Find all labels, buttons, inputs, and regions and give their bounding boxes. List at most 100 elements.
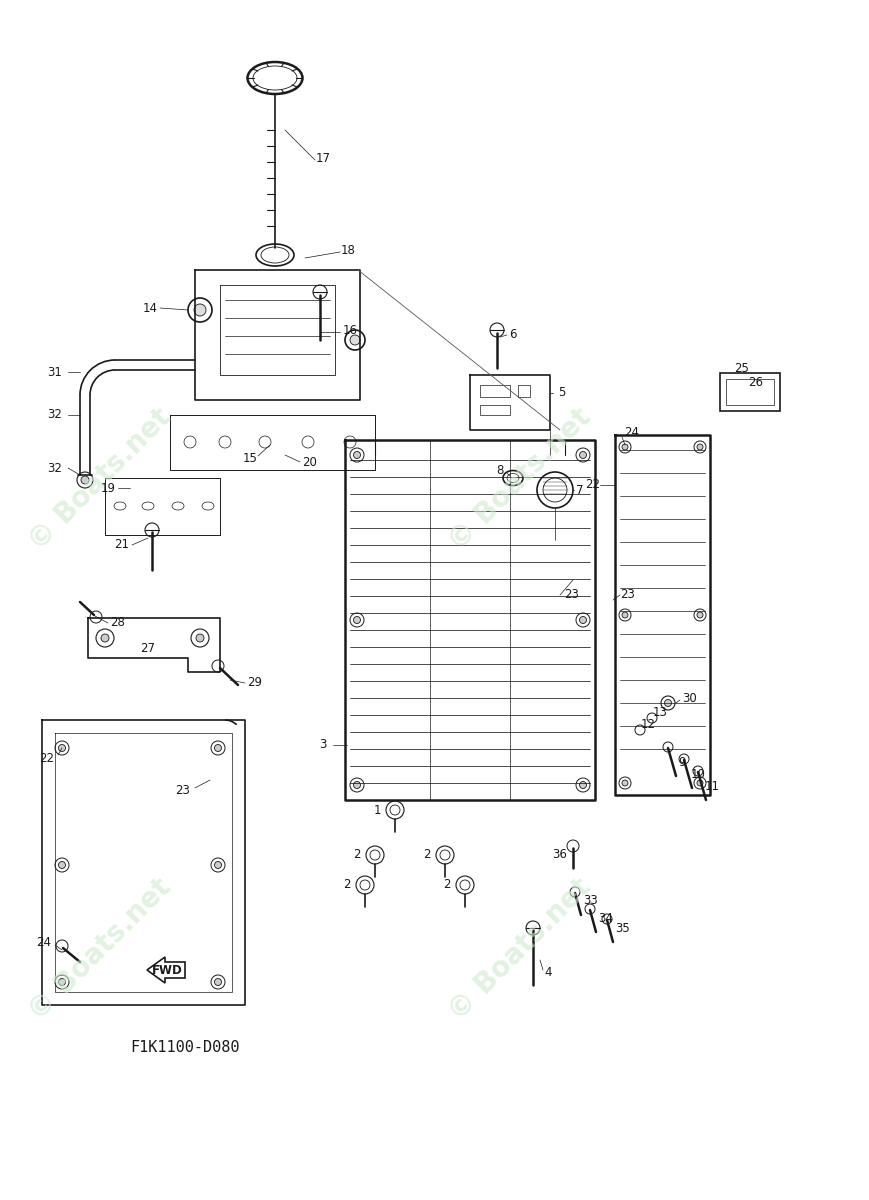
- Text: 29: 29: [248, 677, 262, 690]
- Circle shape: [184, 436, 196, 448]
- Ellipse shape: [142, 502, 154, 510]
- Text: 1: 1: [374, 804, 381, 816]
- Circle shape: [386, 802, 404, 818]
- Text: 9: 9: [678, 756, 686, 768]
- Text: © Boats.net: © Boats.net: [443, 874, 597, 1026]
- Circle shape: [354, 451, 361, 458]
- Circle shape: [694, 440, 706, 452]
- Text: 24: 24: [625, 426, 640, 439]
- Circle shape: [694, 778, 706, 790]
- Bar: [480, 385, 510, 397]
- Text: 28: 28: [110, 617, 125, 630]
- Circle shape: [537, 472, 573, 508]
- Circle shape: [647, 713, 657, 722]
- Circle shape: [456, 876, 474, 894]
- Text: 14: 14: [143, 301, 157, 314]
- Text: 2: 2: [354, 848, 361, 862]
- Text: © Boats.net: © Boats.net: [23, 874, 176, 1026]
- Text: 24: 24: [36, 936, 51, 949]
- Circle shape: [211, 974, 225, 989]
- Bar: [726, 379, 774, 404]
- Text: 36: 36: [553, 848, 567, 862]
- Circle shape: [602, 914, 612, 924]
- Circle shape: [344, 436, 356, 448]
- Circle shape: [436, 846, 454, 864]
- Text: 17: 17: [315, 151, 330, 164]
- Circle shape: [585, 904, 595, 914]
- Text: © Boats.net: © Boats.net: [23, 403, 176, 557]
- Circle shape: [543, 478, 567, 502]
- Text: 11: 11: [705, 780, 720, 792]
- Ellipse shape: [248, 62, 302, 94]
- Bar: [480, 404, 510, 415]
- Bar: [720, 373, 780, 410]
- Text: 35: 35: [615, 922, 630, 935]
- Ellipse shape: [261, 247, 289, 263]
- Text: 2: 2: [443, 878, 451, 892]
- Text: 27: 27: [141, 642, 156, 654]
- Circle shape: [354, 617, 361, 624]
- Text: 2: 2: [343, 878, 351, 892]
- Text: 25: 25: [734, 361, 749, 374]
- Circle shape: [81, 476, 89, 484]
- Circle shape: [215, 862, 222, 869]
- Ellipse shape: [507, 474, 519, 482]
- Text: 23: 23: [565, 588, 580, 601]
- Text: 20: 20: [302, 456, 317, 468]
- Bar: [518, 385, 530, 397]
- Circle shape: [58, 978, 65, 985]
- Circle shape: [697, 780, 703, 786]
- Circle shape: [526, 922, 540, 935]
- Circle shape: [211, 740, 225, 755]
- Circle shape: [694, 608, 706, 622]
- Circle shape: [354, 781, 361, 788]
- Circle shape: [693, 766, 703, 776]
- Circle shape: [619, 608, 631, 622]
- Circle shape: [77, 472, 93, 488]
- Circle shape: [360, 880, 370, 890]
- Text: 6: 6: [509, 329, 517, 342]
- Circle shape: [356, 876, 374, 894]
- Circle shape: [576, 448, 590, 462]
- Circle shape: [101, 634, 109, 642]
- Text: 5: 5: [558, 386, 566, 400]
- Circle shape: [663, 742, 673, 752]
- Text: 30: 30: [683, 691, 698, 704]
- Circle shape: [567, 840, 579, 852]
- Circle shape: [440, 850, 450, 860]
- Ellipse shape: [256, 244, 294, 266]
- Circle shape: [460, 880, 470, 890]
- Circle shape: [366, 846, 384, 864]
- Text: 22: 22: [39, 751, 55, 764]
- Circle shape: [56, 940, 68, 952]
- Circle shape: [211, 858, 225, 872]
- Circle shape: [58, 862, 65, 869]
- Text: 4: 4: [544, 966, 552, 978]
- Circle shape: [697, 612, 703, 618]
- Circle shape: [350, 613, 364, 626]
- Circle shape: [622, 444, 628, 450]
- Text: 33: 33: [584, 894, 599, 907]
- Circle shape: [490, 323, 504, 337]
- Circle shape: [580, 617, 587, 624]
- Text: © Boats.net: © Boats.net: [443, 403, 597, 557]
- Circle shape: [145, 523, 159, 538]
- Circle shape: [215, 744, 222, 751]
- Text: 23: 23: [176, 784, 190, 797]
- Text: 13: 13: [653, 706, 667, 719]
- Text: FWD: FWD: [151, 964, 182, 977]
- Circle shape: [350, 335, 360, 346]
- Ellipse shape: [114, 502, 126, 510]
- Circle shape: [196, 634, 204, 642]
- Circle shape: [370, 850, 380, 860]
- Circle shape: [580, 451, 587, 458]
- Circle shape: [313, 284, 327, 299]
- Text: 18: 18: [341, 244, 355, 257]
- Circle shape: [90, 611, 102, 623]
- Circle shape: [350, 448, 364, 462]
- Text: 2: 2: [423, 848, 431, 862]
- Text: 32: 32: [48, 462, 63, 474]
- Text: 8: 8: [496, 463, 504, 476]
- Circle shape: [55, 740, 69, 755]
- Circle shape: [570, 887, 580, 898]
